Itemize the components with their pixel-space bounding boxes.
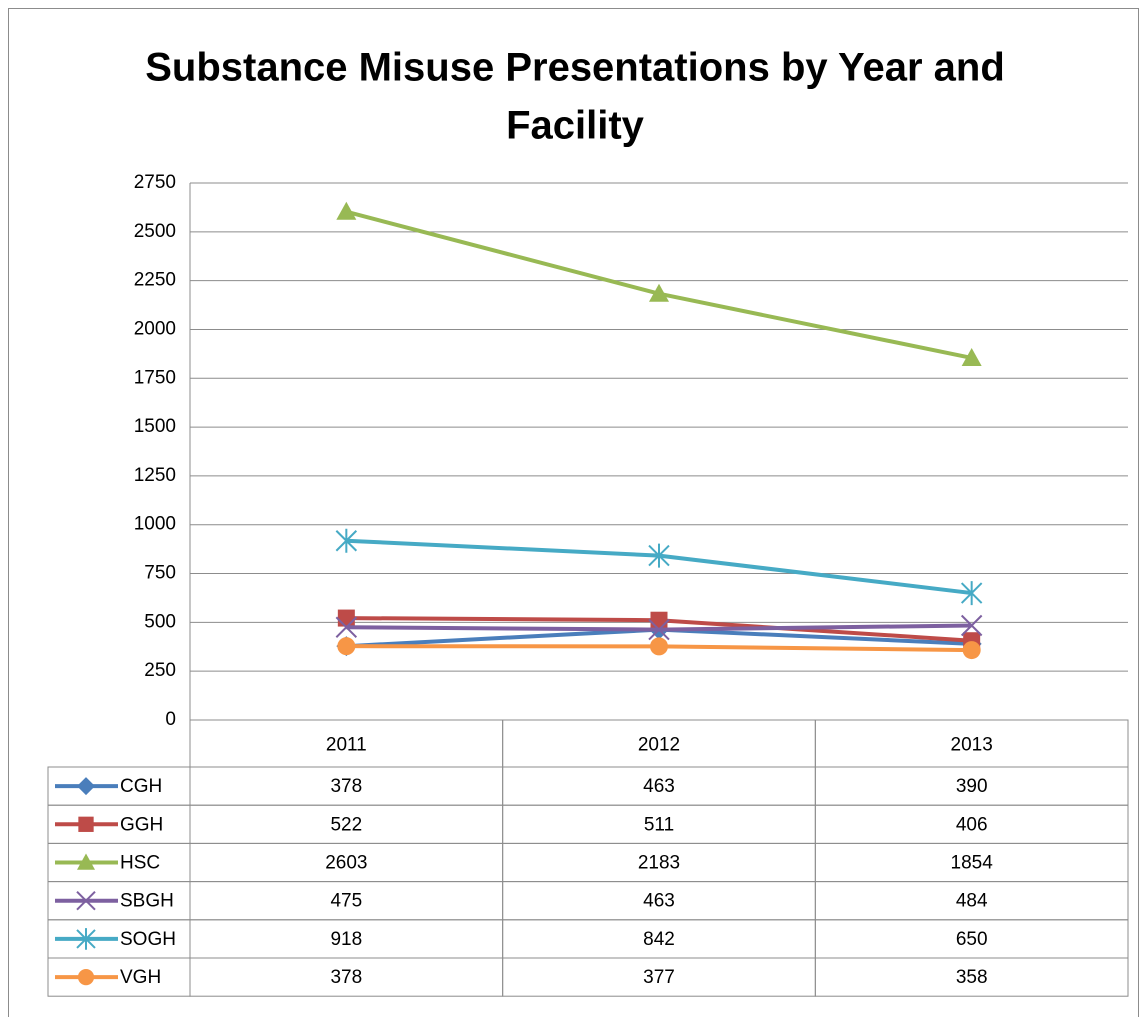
table-value: 463 [643,776,675,797]
marker [960,581,983,606]
marker [960,614,983,637]
y-tick-label: 2500 [134,221,176,242]
legend-label: GGH [120,814,163,835]
marker [77,969,95,986]
x-tick-label: 2013 [951,735,993,756]
marker [650,637,668,656]
legend-label: HSC [120,853,160,874]
legend-label: VGH [120,967,161,988]
marker [962,641,981,660]
table-value: 475 [330,891,362,912]
marker [78,816,94,832]
table-value: 378 [330,776,362,797]
chart-title: Substance Misuse Presentations by Year a… [145,46,1005,90]
marker [77,777,95,796]
chart-border [8,8,1139,1017]
marker [337,609,355,627]
y-tick-label: 1750 [134,367,176,388]
marker [77,853,95,870]
table-value: 842 [643,929,675,950]
x-tick-label: 2012 [638,735,680,756]
marker [648,543,670,568]
y-tick-label: 1500 [134,416,176,437]
legend-label: CGH [120,776,162,797]
table-value: 390 [956,776,988,797]
y-tick-label: 250 [144,660,176,681]
y-tick-label: 2750 [134,172,176,193]
table-value: 378 [330,967,362,988]
legend-label: SBGH [120,891,174,912]
y-tick-label: 1000 [134,514,176,535]
table-value: 511 [644,814,674,835]
table-value: 406 [956,814,988,835]
marker [76,890,96,911]
table-value: 463 [643,891,675,912]
marker [961,347,982,366]
y-tick-label: 750 [144,563,176,584]
marker [336,201,357,220]
marker [337,637,356,656]
marker [649,283,669,302]
marker [335,528,358,553]
table-value: 918 [330,929,362,950]
y-tick-label: 500 [144,611,176,632]
y-tick-label: 0 [165,709,176,730]
x-tick-label: 2011 [326,735,367,756]
marker [648,618,670,641]
table-value: 484 [956,891,988,912]
y-tick-label: 2000 [134,318,176,339]
y-tick-label: 1250 [134,465,176,486]
y-tick-label: 2250 [134,270,176,291]
table-value: 358 [956,967,988,988]
legend-label: SOGH [120,929,176,950]
table-cell [814,957,1129,997]
marker [650,611,668,629]
table-value: 2183 [638,853,680,874]
table-value: 377 [643,967,675,988]
table-value: 1854 [951,853,994,874]
table-value: 2603 [325,853,367,874]
marker [76,928,96,950]
chart-title: Facility [506,104,645,148]
marker [335,616,358,638]
table-value: 650 [956,929,988,950]
table-value: 522 [330,814,362,835]
